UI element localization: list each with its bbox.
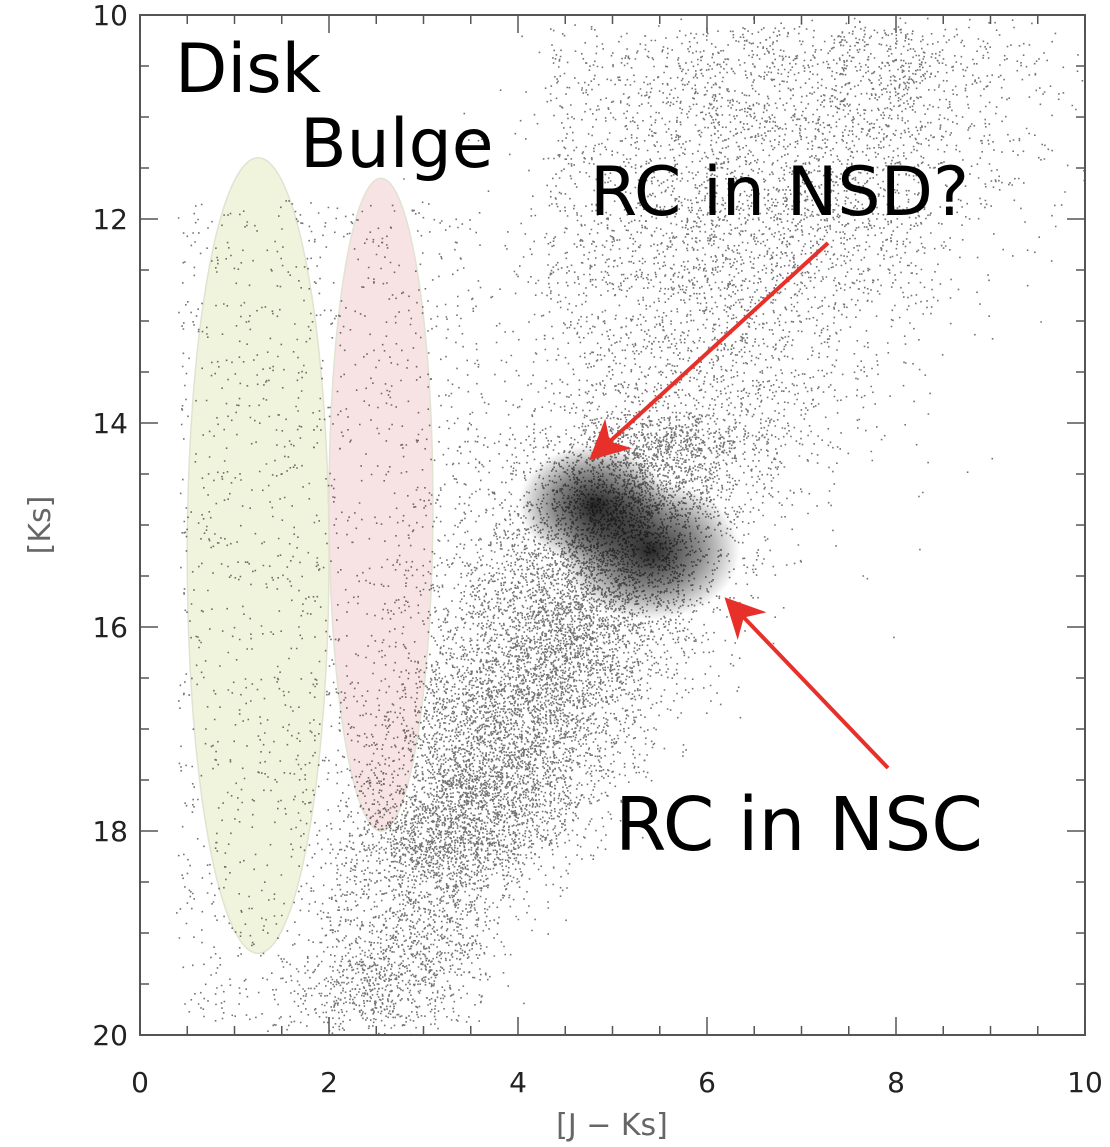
region-ellipse-bulge (328, 177, 434, 832)
y-tick-label: 16 (92, 611, 128, 644)
y-tick-label: 20 (92, 1019, 128, 1052)
x-tick-label: 10 (1067, 1066, 1103, 1099)
x-tick-label: 0 (131, 1066, 149, 1099)
region-label-bulge: Bulge (300, 105, 494, 184)
x-axis-title: [J − Ks] (556, 1108, 668, 1143)
population-regions (186, 157, 434, 955)
nsd-clump (518, 444, 669, 565)
y-tick-label: 14 (92, 407, 128, 440)
x-tick-label: 4 (509, 1066, 527, 1099)
annotation-rc-nsd: RC in NSD? (590, 153, 969, 232)
y-axis-title: [Ks] (23, 496, 58, 555)
region-ellipse-disk (186, 157, 330, 955)
x-tick-label: 6 (698, 1066, 716, 1099)
y-tick-label: 10 (92, 0, 128, 32)
arrow-rc-nsc (724, 597, 890, 770)
x-tick-label: 2 (320, 1066, 338, 1099)
red-clump-densities (518, 444, 741, 621)
region-label-disk: Disk (175, 30, 322, 109)
arrow-rc-nsd (589, 241, 830, 461)
x-tick-label: 8 (887, 1066, 905, 1099)
axis-ticks: 0 2 4 6 8 10 10 12 14 16 18 20 (92, 0, 1102, 1099)
y-tick-label: 18 (92, 815, 128, 848)
y-tick-label: 12 (92, 203, 128, 236)
annotation-rc-nsc: RC in NSC (615, 782, 983, 868)
